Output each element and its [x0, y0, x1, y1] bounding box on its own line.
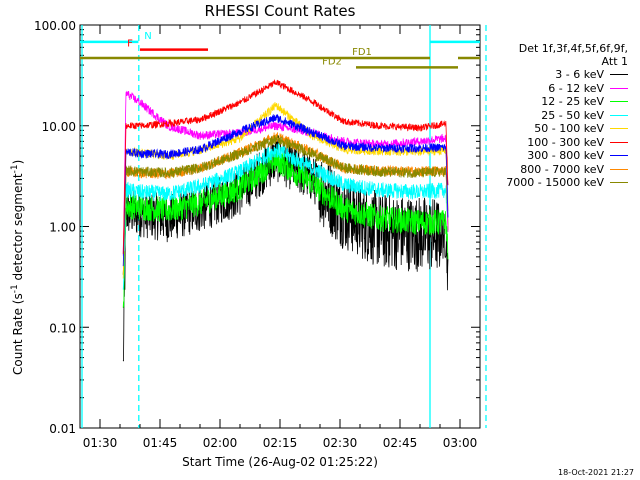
legend-item-label: 3 - 6 keV	[555, 68, 604, 82]
legend-item: 100 - 300 keV	[482, 136, 632, 150]
legend-item-label: 12 - 25 keV	[541, 95, 604, 109]
legend-swatch	[610, 168, 628, 170]
legend-item-label: 7000 - 15000 keV	[506, 176, 604, 190]
x-axis-label: Start Time (26-Aug-02 01:25:22)	[182, 455, 378, 469]
legend-item: 300 - 800 keV	[482, 149, 632, 163]
x-tick-label: 02:45	[383, 436, 418, 450]
x-tick-label: 02:30	[323, 436, 358, 450]
series-line-300-800kev	[122, 113, 449, 267]
y-tick-label: 100.00	[34, 19, 76, 33]
flag-label: FD2	[322, 56, 342, 67]
legend-swatch	[610, 155, 628, 157]
legend-item-label: 800 - 7000 keV	[520, 162, 604, 176]
y-tick-label: 10.00	[42, 120, 76, 134]
y-tick-label: 1.00	[49, 221, 76, 235]
legend-swatch	[610, 74, 628, 76]
y-axis-label: Count Rate (s-1 detector segment-1)	[10, 159, 25, 375]
series-line-100-300kev	[122, 79, 449, 254]
legend-item-label: 50 - 100 keV	[534, 122, 604, 136]
legend-swatch	[610, 182, 628, 184]
legend-item: 6 - 12 keV	[482, 82, 632, 96]
flag-label: N	[144, 31, 151, 42]
legend-swatch	[610, 87, 628, 89]
legend-item: 800 - 7000 keV	[482, 163, 632, 177]
legend-item: 12 - 25 keV	[482, 95, 632, 109]
legend-item-label: 100 - 300 keV	[527, 135, 604, 149]
legend-header-detectors: Det 1f,3f,4f,5f,6f,9f,	[518, 42, 628, 55]
timestamp-footer: 18-Oct-2021 21:27	[558, 468, 634, 477]
y-tick-label: 0.10	[49, 321, 76, 335]
x-tick-label: 02:00	[203, 436, 238, 450]
series-line-25-50kev	[122, 143, 449, 290]
x-tick-label: 02:15	[263, 436, 298, 450]
legend: Det 1f,3f,4f,5f,6f,9f, Att 1 3 - 6 keV 6 …	[482, 42, 632, 190]
flag-label: F	[127, 39, 133, 50]
legend-swatch	[610, 141, 628, 143]
chart-title: RHESSI Count Rates	[204, 2, 356, 20]
legend-item-label: 25 - 50 keV	[541, 108, 604, 122]
y-tick-label: 0.01	[49, 422, 76, 436]
legend-item-label: 6 - 12 keV	[548, 81, 604, 95]
legend-item: 25 - 50 keV	[482, 109, 632, 123]
legend-item-label: 300 - 800 keV	[527, 149, 604, 163]
legend-item: 3 - 6 keV	[482, 68, 632, 82]
series-line-7000-15000kev	[122, 135, 449, 275]
legend-swatch	[610, 128, 628, 130]
legend-item: 7000 - 15000 keV	[482, 176, 632, 190]
series-line-12-25kev	[122, 147, 449, 308]
x-tick-label: 03:00	[443, 436, 478, 450]
flag-label: FD1	[352, 47, 372, 58]
legend-swatch	[610, 101, 628, 103]
legend-header-attenuator: Att 1	[601, 55, 628, 68]
x-tick-label: 01:30	[83, 436, 118, 450]
legend-item: 50 - 100 keV	[482, 122, 632, 136]
x-tick-label: 01:45	[143, 436, 178, 450]
legend-swatch	[610, 114, 628, 116]
